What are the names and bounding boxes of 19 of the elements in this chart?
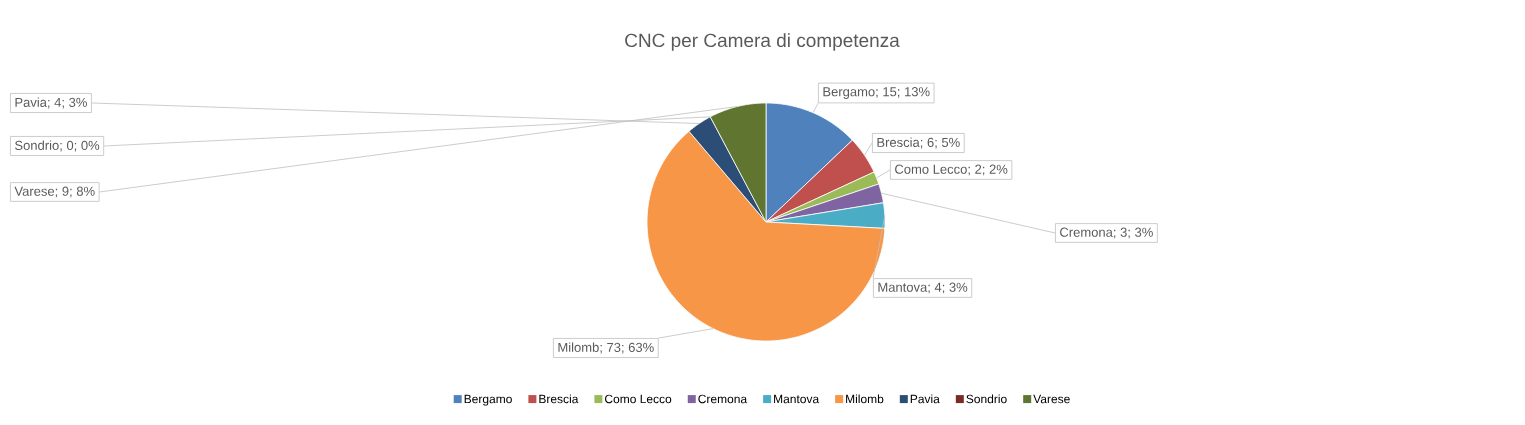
legend-label: Sondrio <box>966 394 1007 404</box>
legend-label: Pavia <box>910 394 940 404</box>
data-label: Pavia; 4; 3% <box>15 97 87 109</box>
data-label: Mantova; 4; 3% <box>878 282 968 294</box>
legend-label: Varese <box>1033 394 1070 404</box>
data-label: Varese; 9; 8% <box>14 186 95 198</box>
chart-title: CNC per Camera di competenza <box>625 33 900 51</box>
data-label: Brescia; 6; 5% <box>877 137 960 149</box>
data-label: Bergamo; 15; 13% <box>823 87 930 99</box>
legend-label: Mantova <box>774 394 820 404</box>
legend-label: Milomb <box>846 394 884 404</box>
data-label: Milomb; 73; 63% <box>558 342 654 354</box>
data-label: Como Lecco; 2; 2% <box>895 164 1008 176</box>
legend-label: Brescia <box>539 394 579 404</box>
legend-label: Cremona <box>698 394 748 404</box>
legend-label: Bergamo <box>464 394 512 406</box>
text: Sondrio; 0; 0% <box>15 140 100 152</box>
data-label: Cremona; 3; 3% <box>1060 227 1153 239</box>
legend-label: Como Lecco <box>605 394 672 404</box>
